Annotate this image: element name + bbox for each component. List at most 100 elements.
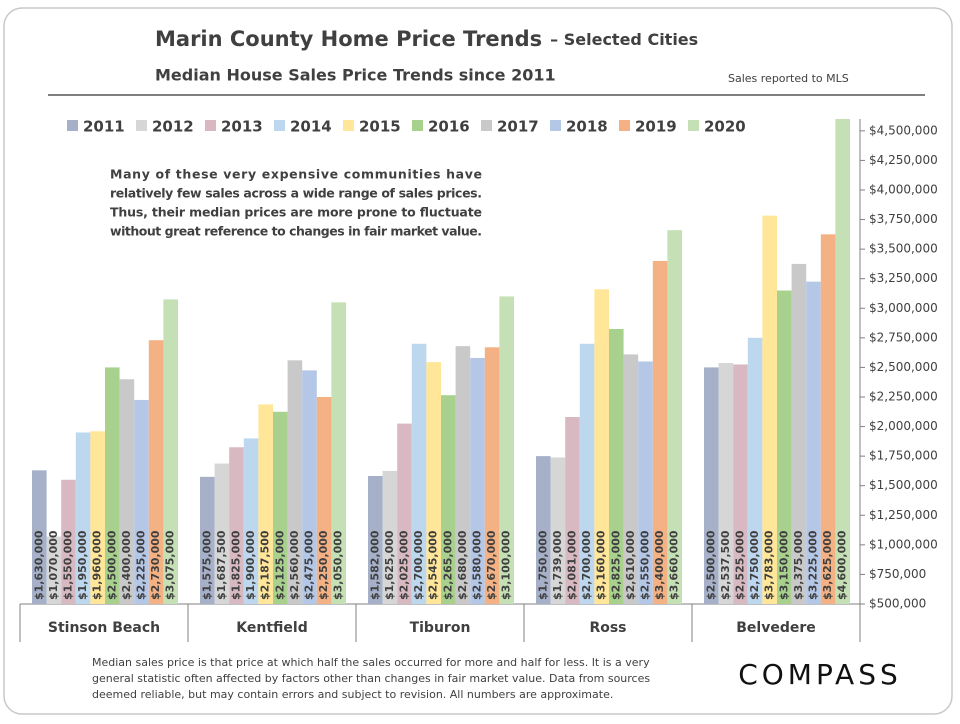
value-label: $1,550,000 — [62, 530, 75, 600]
bar — [652, 260, 668, 604]
y-tick-label: $3,500,000 — [869, 242, 938, 256]
value-label: $2,081,000 — [566, 530, 579, 600]
value-label: $2,550,000 — [639, 530, 652, 600]
y-tick-label: $750,000 — [869, 567, 926, 581]
bar — [704, 367, 719, 604]
x-tick-label: Belvedere — [736, 620, 816, 636]
bar — [243, 438, 259, 604]
y-tick-label: $1,500,000 — [869, 478, 938, 492]
value-label: $2,750,000 — [748, 530, 761, 600]
value-label: $1,825,000 — [230, 530, 243, 600]
bar — [550, 457, 566, 604]
value-label: $3,783,000 — [763, 530, 776, 600]
annotation-line: Thus, their median prices are more prone… — [110, 205, 482, 220]
value-label: $2,700,000 — [412, 530, 425, 600]
bar — [806, 281, 821, 604]
value-label: $3,050,000 — [332, 530, 345, 600]
legend-label: 2019 — [635, 118, 677, 136]
value-label: $1,900,000 — [244, 530, 257, 600]
value-label: $3,150,000 — [777, 530, 790, 600]
legend-label: 2013 — [221, 118, 263, 136]
value-label: $3,400,000 — [653, 530, 666, 600]
legend-swatch — [67, 120, 78, 131]
legend-label: 2012 — [152, 118, 194, 136]
legend-swatch — [136, 120, 147, 131]
bar — [273, 411, 288, 604]
bar — [214, 463, 230, 604]
bar — [119, 379, 135, 604]
bar — [163, 299, 178, 604]
footnote: Median sales price is that price at whic… — [92, 656, 650, 701]
bar — [148, 340, 164, 604]
bar — [609, 328, 624, 604]
bar — [667, 230, 682, 604]
x-tick-label: Kentfield — [236, 620, 307, 636]
bar — [499, 296, 514, 604]
y-tick-label: $3,750,000 — [869, 212, 938, 226]
legend-swatch — [412, 120, 423, 131]
value-label: $1,575,000 — [200, 530, 213, 600]
bar — [61, 479, 76, 604]
value-label: $2,670,000 — [485, 530, 498, 600]
bar — [200, 476, 215, 604]
value-label: $2,250,000 — [317, 530, 330, 600]
value-label: $2,560,000 — [288, 530, 301, 600]
bar — [441, 395, 456, 604]
annotation: Many of these very expensive communities… — [110, 167, 482, 239]
value-label: $2,265,000 — [441, 530, 454, 600]
y-tick-label: $2,750,000 — [869, 330, 938, 344]
legend-swatch — [688, 120, 699, 131]
value-label: $2,500,000 — [105, 530, 118, 600]
footnote-line: Median sales price is that price at whic… — [92, 656, 650, 669]
bar — [258, 404, 273, 604]
legend-swatch — [550, 120, 561, 131]
bar — [777, 290, 792, 604]
title-suffix: – Selected Cities — [550, 30, 698, 49]
bar — [623, 354, 639, 604]
y-tick-label: $4,000,000 — [869, 182, 938, 196]
bar — [316, 396, 332, 604]
value-label: $3,075,000 — [164, 530, 177, 600]
y-tick-label: $3,000,000 — [869, 301, 938, 315]
value-label: $2,580,000 — [471, 530, 484, 600]
bar — [32, 470, 47, 604]
bar — [565, 416, 580, 604]
value-label: $3,625,000 — [821, 530, 834, 600]
legend-label: 2011 — [83, 118, 125, 136]
legend-swatch — [481, 120, 492, 131]
value-label: $3,660,000 — [668, 530, 681, 600]
bar — [302, 370, 317, 604]
bar — [134, 399, 149, 604]
bar — [426, 362, 441, 604]
note: Sales reported to MLS — [728, 72, 849, 85]
bar — [287, 360, 303, 604]
value-label: $3,225,000 — [807, 530, 820, 600]
bar — [470, 357, 485, 604]
value-label: $2,400,000 — [120, 530, 133, 600]
legend-swatch — [205, 120, 216, 131]
legend-label: 2017 — [497, 118, 539, 136]
y-tick-label: $1,000,000 — [869, 537, 938, 551]
title-main: Marin County Home Price Trends — [155, 27, 542, 51]
value-label: $1,582,000 — [368, 530, 381, 600]
x-tick-label: Tiburon — [410, 620, 471, 636]
bar — [484, 347, 500, 604]
value-label: $2,537,500 — [719, 530, 732, 600]
bar — [331, 302, 346, 604]
value-label: $2,525,000 — [734, 530, 747, 600]
y-tick-label: $500,000 — [869, 597, 926, 611]
x-tick-label: Stinson Beach — [48, 620, 160, 636]
value-label: $3,100,000 — [500, 530, 513, 600]
y-tick-label: $1,250,000 — [869, 508, 938, 522]
bar — [455, 346, 471, 604]
bar — [46, 536, 62, 604]
value-label: $1,630,000 — [32, 530, 45, 600]
legend-swatch — [343, 120, 354, 131]
chart-title: Marin County Home Price Trends – Selected… — [155, 27, 698, 51]
legend-label: 2015 — [359, 118, 401, 136]
bar — [835, 119, 850, 604]
value-label: $2,125,000 — [273, 530, 286, 600]
bar — [75, 432, 91, 604]
bar — [90, 431, 105, 604]
bar — [594, 289, 609, 604]
